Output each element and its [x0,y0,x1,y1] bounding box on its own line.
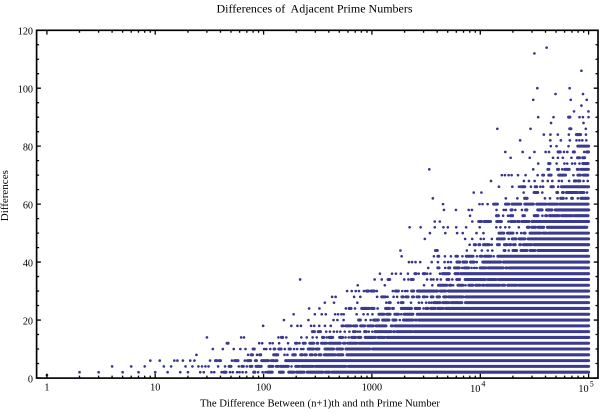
svg-text:100: 100 [256,382,271,393]
svg-text:5: 5 [590,380,594,389]
svg-text:120: 120 [18,27,33,38]
svg-text:0: 0 [28,374,33,385]
svg-text:60: 60 [23,200,33,211]
svg-text:20: 20 [23,316,33,327]
svg-text:10: 10 [150,382,160,393]
svg-text:4: 4 [481,380,485,389]
svg-text:The Difference Between (n+1)th: The Difference Between (n+1)th and nth P… [200,397,440,409]
svg-text:100: 100 [18,85,33,96]
svg-text:Differences of Adjacent Prime: Differences of Adjacent Prime Numbers [216,1,412,15]
svg-text:10: 10 [470,384,480,395]
svg-text:1: 1 [44,382,49,393]
svg-text:Differences: Differences [0,170,11,221]
svg-text:40: 40 [23,258,33,269]
svg-text:10: 10 [578,384,588,395]
svg-text:1000: 1000 [362,382,382,393]
svg-text:80: 80 [23,143,33,154]
